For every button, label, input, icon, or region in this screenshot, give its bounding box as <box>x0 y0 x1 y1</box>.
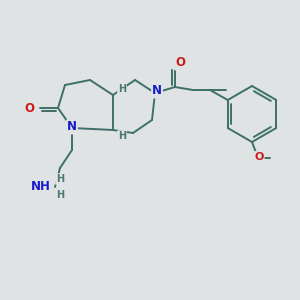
Text: H: H <box>56 190 64 200</box>
Text: N: N <box>152 85 162 98</box>
Text: O: O <box>175 56 185 70</box>
Text: H: H <box>56 174 64 184</box>
Text: N: N <box>67 121 77 134</box>
Text: O: O <box>24 101 34 115</box>
Text: O: O <box>254 152 264 162</box>
Text: H: H <box>118 84 126 94</box>
Text: H: H <box>118 131 126 141</box>
Text: NH: NH <box>31 179 51 193</box>
